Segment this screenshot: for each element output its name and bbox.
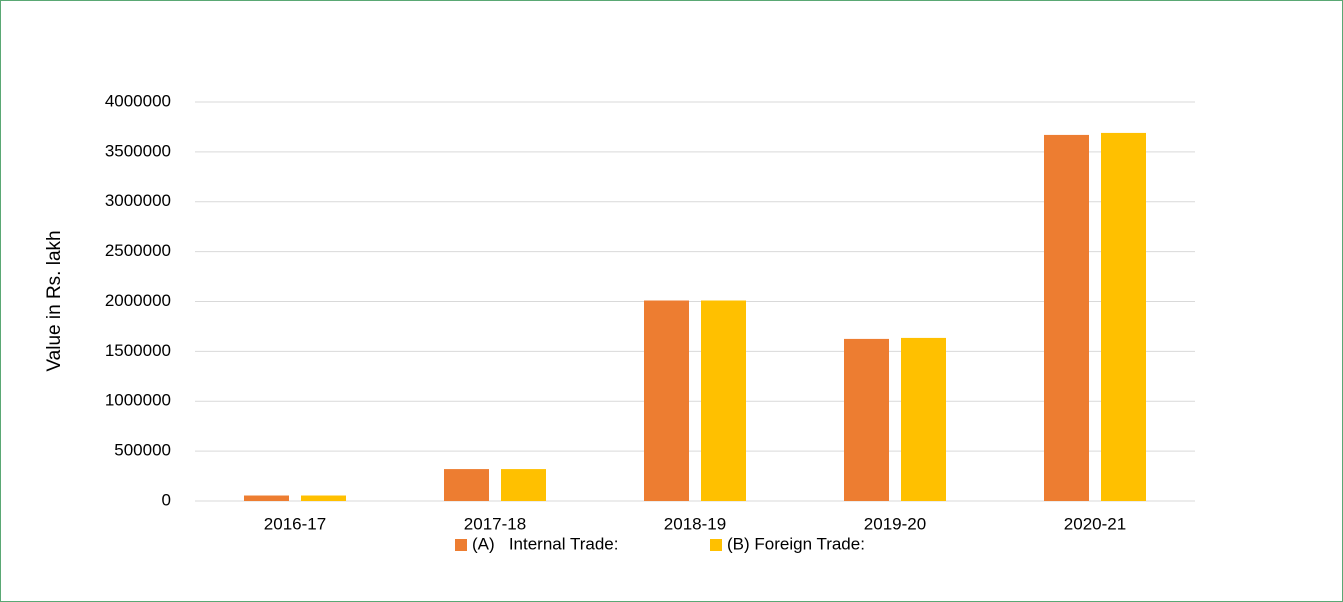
y-tick-label: 2500000 <box>105 241 171 260</box>
y-tick-label: 2000000 <box>105 291 171 310</box>
y-tick-label: 3500000 <box>105 141 171 160</box>
bar <box>301 495 346 501</box>
y-tick-label: 1000000 <box>105 391 171 410</box>
bar <box>501 469 546 501</box>
bar <box>901 337 946 501</box>
y-axis-label: Value in Rs. lakh <box>44 230 65 371</box>
bar <box>1101 132 1146 502</box>
y-tick-label: 3000000 <box>105 191 171 210</box>
bar <box>701 300 746 501</box>
legend-label: (A) Internal Trade: <box>472 534 618 553</box>
x-tick-label: 2018-19 <box>664 514 726 533</box>
legend-label: (B) Foreign Trade: <box>727 534 865 553</box>
y-tick-label: 500000 <box>114 441 171 460</box>
x-tick-label: 2020-21 <box>1064 514 1126 533</box>
x-tick-label: 2019-20 <box>864 514 926 533</box>
x-tick-label: 2017-18 <box>464 514 526 533</box>
y-tick-label: 0 <box>162 490 171 509</box>
bar <box>844 338 889 501</box>
legend-swatch <box>455 539 467 551</box>
bar <box>1044 134 1089 502</box>
bar <box>644 300 689 501</box>
y-tick-label: 1500000 <box>105 341 171 360</box>
bar <box>444 469 489 501</box>
y-tick-label: 4000000 <box>105 91 171 110</box>
legend-swatch <box>710 539 722 551</box>
bar <box>244 495 289 501</box>
x-tick-label: 2016-17 <box>264 514 326 533</box>
